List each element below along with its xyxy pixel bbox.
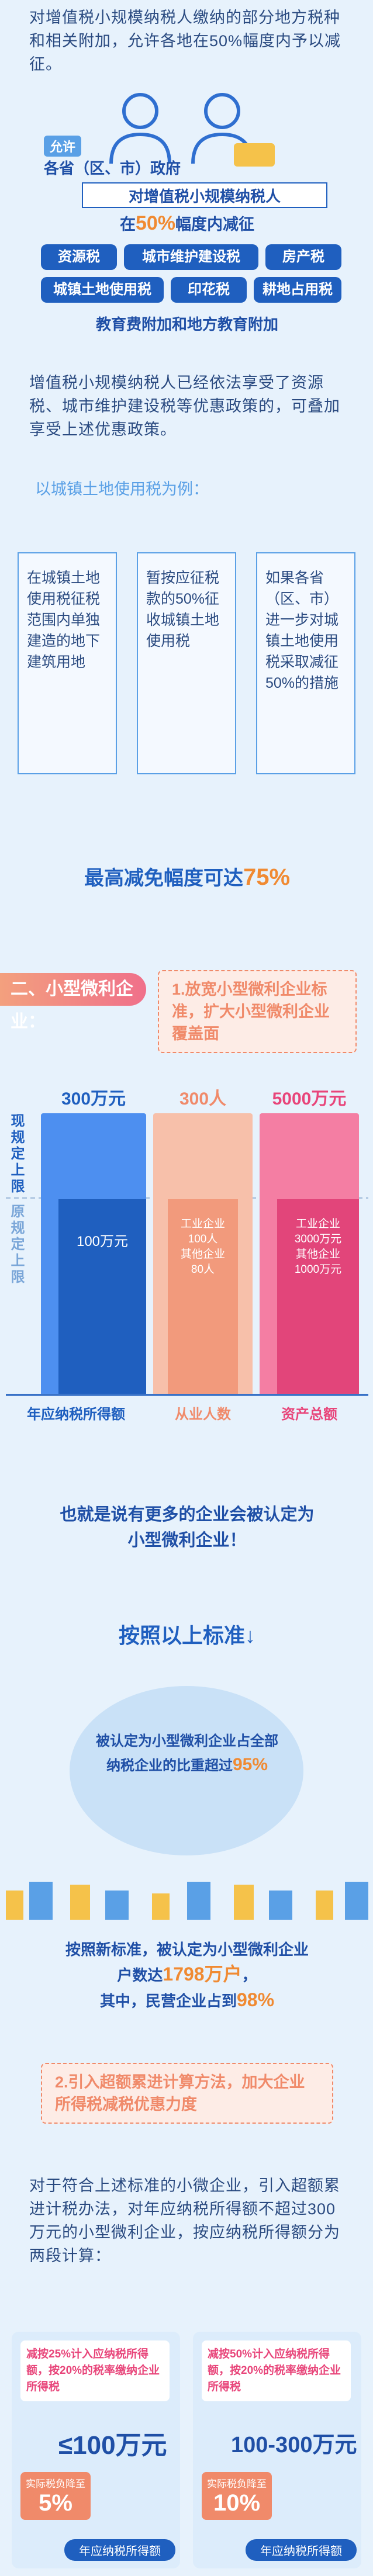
tier-burden-label: 实际税负降至 [26, 2478, 85, 2490]
conclusion-rate: 75% [243, 864, 291, 890]
share-line: 被认定为小型微利企业占全部 [96, 1733, 278, 1749]
share-text: 被认定为小型微利企业占全部 纳税企业的比重超过95% [82, 1730, 292, 1778]
previous-box: 工业企业 100人 其他企业 80人 [168, 1199, 238, 1394]
tier-burden-box: 实际税负降至 10% [202, 2472, 272, 2520]
previous-limit-label: 原规定上限 [8, 1204, 24, 1286]
count-text: 按照新标准，被认定为小型微利企业户数达1798万户， 其中，民营企业占到98% [35, 1937, 339, 2013]
column-caption: 从业人数 [175, 1407, 231, 1422]
buildings [6, 1882, 368, 1920]
target-label: 对增值税小规模纳税人 [82, 182, 327, 208]
tax-item: 城市维护建设税 [124, 244, 258, 270]
conclusion: 最高减免幅度可达75% [35, 862, 339, 891]
current-limit: 300万元 [61, 1089, 126, 1109]
method-text: 对于符合上述标准的小微企业，引入超额累进计税办法，对年应纳税所得额不超过300万… [29, 2177, 340, 2265]
previous-limit: 100万元 [76, 1234, 129, 1249]
tier-caption: 年应纳税所得额 [64, 2539, 175, 2561]
share-text: 纳税企业的比重超过 [106, 1758, 233, 1774]
summary: 也就是说有更多的企业会被认定为 小型微利企业！ [23, 1502, 351, 1553]
point-box: 1.放宽小型微利企业标准，扩大小型微利企业覆盖面 [158, 970, 357, 1053]
previous-limit: 1000万元 [294, 1263, 342, 1276]
current-limit-label: 现规定上限 [8, 1113, 24, 1195]
reduction-text: 幅度内减征 [175, 216, 255, 233]
count-text: 其中，民营企业占到 [99, 1992, 237, 2010]
by-standard: 按照以上标准↓ [118, 1623, 255, 1647]
tier-rule: 减按50%计入应纳税所得额，按20%的税率缴纳企业所得税 [202, 2340, 351, 2401]
tax-item: 房产税 [265, 244, 341, 270]
conclusion-text: 最高减免幅度可达 [84, 867, 243, 889]
stacking-note: 增值税小规模纳税人已经依法享受了资源税、城市维护建设税等优惠政策的，可叠加享受上… [29, 374, 340, 438]
count-number: 1798万户 [163, 1964, 242, 1985]
previous-limit: 100人 [188, 1233, 218, 1245]
people-icon [109, 93, 275, 167]
column-caption: 年应纳税所得额 [27, 1407, 125, 1422]
previous-limit: 3000万元 [294, 1233, 342, 1245]
count-rate: 98% [236, 1989, 275, 2010]
example-heading: 以城镇土地使用税为例： [35, 480, 209, 498]
tier-burden-box: 实际税负降至 5% [20, 2472, 91, 2520]
current-limit: 5000万元 [272, 1089, 347, 1109]
summary-line: 小型微利企业！ [127, 1531, 247, 1550]
reduction-label: 在50%幅度内减征 [53, 212, 322, 235]
previous-limit: 其他企业 [180, 1248, 225, 1261]
tier-caption: 年应纳税所得额 [246, 2539, 357, 2561]
tier-rule: 减按25%计入应纳税所得额，按20%的税率缴纳企业所得税 [20, 2340, 170, 2401]
summary-line: 也就是说有更多的企业会被认定为 [60, 1505, 315, 1524]
tax-item: 印花税 [171, 277, 247, 303]
intro-text: 对增值税小规模纳税人缴纳的部分地方税种和相关附加，允许各地在50%幅度内予以减征… [29, 9, 341, 73]
count-text: ， [241, 1966, 257, 1984]
tier-range: ≤100万元 [58, 2431, 167, 2460]
baseline [6, 1394, 368, 1396]
share-line: 纳税企业的比重超过95% [82, 1753, 292, 1778]
previous-limit: 工业企业 [180, 1218, 225, 1230]
share-rate: 95% [232, 1755, 268, 1774]
previous-box: 工业企业 3000万元 其他企业 1000万元 [277, 1199, 359, 1394]
previous-limit: 工业企业 [295, 1218, 340, 1230]
tax-item: 资源税 [41, 244, 117, 270]
government-label: 各省（区、市）政府 [44, 160, 181, 177]
tier-burden-label: 实际税负降至 [207, 2478, 267, 2490]
surcharge-label: 教育费附加和地方教育附加 [95, 316, 278, 333]
current-limit: 300人 [179, 1089, 227, 1109]
example-box: 暂按应征税款的50%征收城镇土地使用税 [137, 552, 236, 774]
column-caption: 资产总额 [281, 1407, 337, 1422]
example-box: 在城镇土地使用税征税范围内单独建造的地下建筑用地 [18, 552, 117, 774]
allow-tag: 允许 [44, 136, 82, 157]
example-box: 如果各省（区、市）进一步对城镇土地使用税采取减征50%的措施 [256, 552, 355, 774]
previous-limit: 80人 [191, 1263, 215, 1276]
previous-box: 100万元 [58, 1199, 146, 1394]
count-text: 按照新标准，被认定为小型微利企业 [65, 1941, 309, 1958]
tax-item: 城镇土地使用税 [41, 277, 164, 303]
point-box: 2.引入超额累进计算方法，加大企业所得税减税优惠力度 [41, 2063, 333, 2124]
tier-range: 100-300万元 [231, 2433, 357, 2457]
count-text: 户数达 [117, 1966, 163, 1984]
section-title: 二、小型微利企业： [0, 973, 146, 1031]
previous-limit: 其他企业 [295, 1248, 340, 1261]
share-circle [70, 1686, 303, 1855]
tier-burden: 5% [39, 2490, 72, 2516]
tax-item: 耕地占用税 [254, 277, 341, 303]
reduction-rate: 50% [135, 212, 176, 234]
tier-burden: 10% [213, 2490, 261, 2516]
reduction-text: 在 [119, 216, 136, 233]
